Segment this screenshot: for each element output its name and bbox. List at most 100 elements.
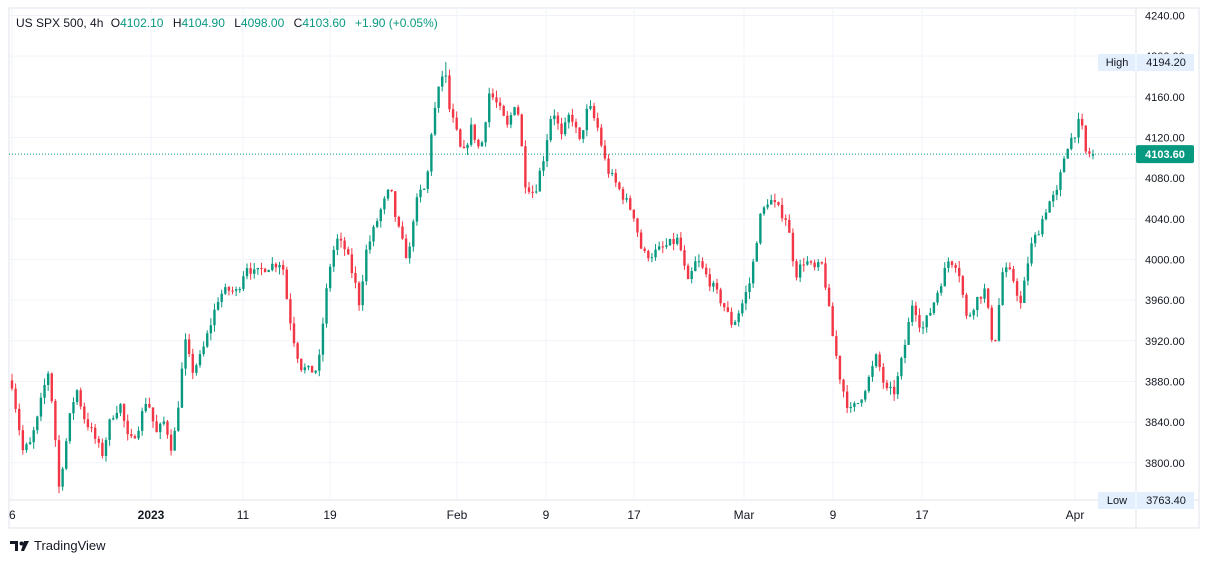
candle-body [918, 315, 921, 328]
candle-body [527, 187, 531, 192]
candle-body [448, 75, 451, 110]
candle-body [733, 321, 737, 325]
candle-body [683, 250, 686, 266]
candle-body [79, 390, 82, 407]
plot-border [8, 7, 1200, 529]
candle-body [708, 274, 711, 287]
candle-body [817, 262, 820, 268]
candle-body [997, 304, 1001, 341]
candle-body [36, 416, 39, 431]
candle-body [759, 213, 762, 244]
candle-body [180, 368, 184, 408]
y-tick-label: 4000.00 [1145, 254, 1185, 266]
candle-body [607, 158, 610, 174]
candle-body [748, 283, 751, 292]
candle-body [462, 146, 466, 149]
candle-body [730, 311, 733, 325]
candle-body [694, 261, 697, 272]
high-tag-label: High [1106, 57, 1129, 69]
axes: 3800.00 3840.00 3880.00 3920.00 3960.00 4000.… [9, 11, 1185, 523]
tradingview-brand[interactable]: TradingView [10, 538, 106, 553]
x-tick-label: 17 [627, 508, 641, 522]
candle-body [491, 93, 495, 98]
candle-body [1055, 189, 1059, 195]
candle-body [520, 114, 523, 147]
candle-body [824, 263, 827, 288]
candle-body [531, 191, 534, 193]
candle-body [473, 124, 476, 140]
candle-body [795, 261, 798, 278]
candle-body [835, 336, 838, 356]
candle-body [21, 430, 25, 451]
x-tick-label: 19 [323, 508, 337, 522]
candle-body [1070, 137, 1073, 149]
candle-body [647, 250, 650, 259]
candle-body [274, 263, 278, 268]
candle-body [762, 207, 766, 214]
candle-body [1088, 151, 1091, 154]
candle-body [704, 267, 708, 275]
candle-body [856, 403, 860, 405]
candle-body [553, 115, 556, 120]
candle-body [260, 267, 263, 269]
candle-body [169, 434, 173, 451]
candle-body [155, 421, 158, 433]
brand-name: TradingView [34, 538, 106, 553]
candle-body [151, 407, 155, 422]
candle-body [321, 323, 325, 355]
candle-body [535, 191, 538, 193]
candle-body [451, 109, 455, 118]
candle-body [961, 276, 965, 295]
candle-body [224, 287, 227, 294]
candle-body [578, 127, 581, 139]
candle-body [1037, 234, 1040, 236]
candle-body [896, 376, 899, 395]
candle-body [209, 325, 213, 334]
candle-body [766, 204, 769, 208]
candle-body [657, 246, 661, 250]
candle-body [806, 261, 809, 265]
candle-body [390, 189, 393, 192]
candle-body [347, 249, 350, 255]
candle-body [426, 171, 429, 189]
candle-body [574, 121, 578, 128]
x-tick-label: 9 [830, 508, 837, 522]
candle-body [191, 353, 194, 373]
candle-body [1030, 243, 1033, 264]
candle-body [495, 97, 498, 103]
candle-body [513, 107, 516, 116]
candle-body [596, 118, 599, 128]
candle-body [556, 115, 560, 124]
candle-body [90, 427, 93, 429]
candle-body [719, 289, 722, 304]
candle-body [137, 430, 140, 439]
candle-body [950, 261, 954, 265]
candle-body [686, 265, 690, 280]
candle-body [777, 202, 780, 205]
candle-body [791, 232, 795, 262]
candle-body [86, 419, 90, 428]
candle-body [289, 299, 292, 324]
candle-body [701, 261, 704, 268]
candle-body [1052, 194, 1055, 202]
candle-body [25, 444, 28, 451]
candle-body [307, 365, 310, 368]
x-tick-label: 11 [237, 508, 250, 522]
candle-body [798, 264, 802, 278]
candle-body [563, 122, 567, 135]
candle-body [723, 303, 726, 308]
candle-body [498, 102, 502, 106]
candle-body [780, 204, 784, 219]
current-price-tag [1136, 145, 1194, 164]
candle-body [18, 408, 21, 431]
candle-body [1048, 201, 1051, 213]
candle-body [882, 367, 885, 383]
candle-body [665, 245, 668, 247]
candle-body [285, 269, 288, 300]
candle-body [365, 249, 368, 282]
y-tick-label: 3880.00 [1145, 376, 1185, 388]
candle-body [538, 170, 542, 192]
candle-body [386, 189, 390, 199]
